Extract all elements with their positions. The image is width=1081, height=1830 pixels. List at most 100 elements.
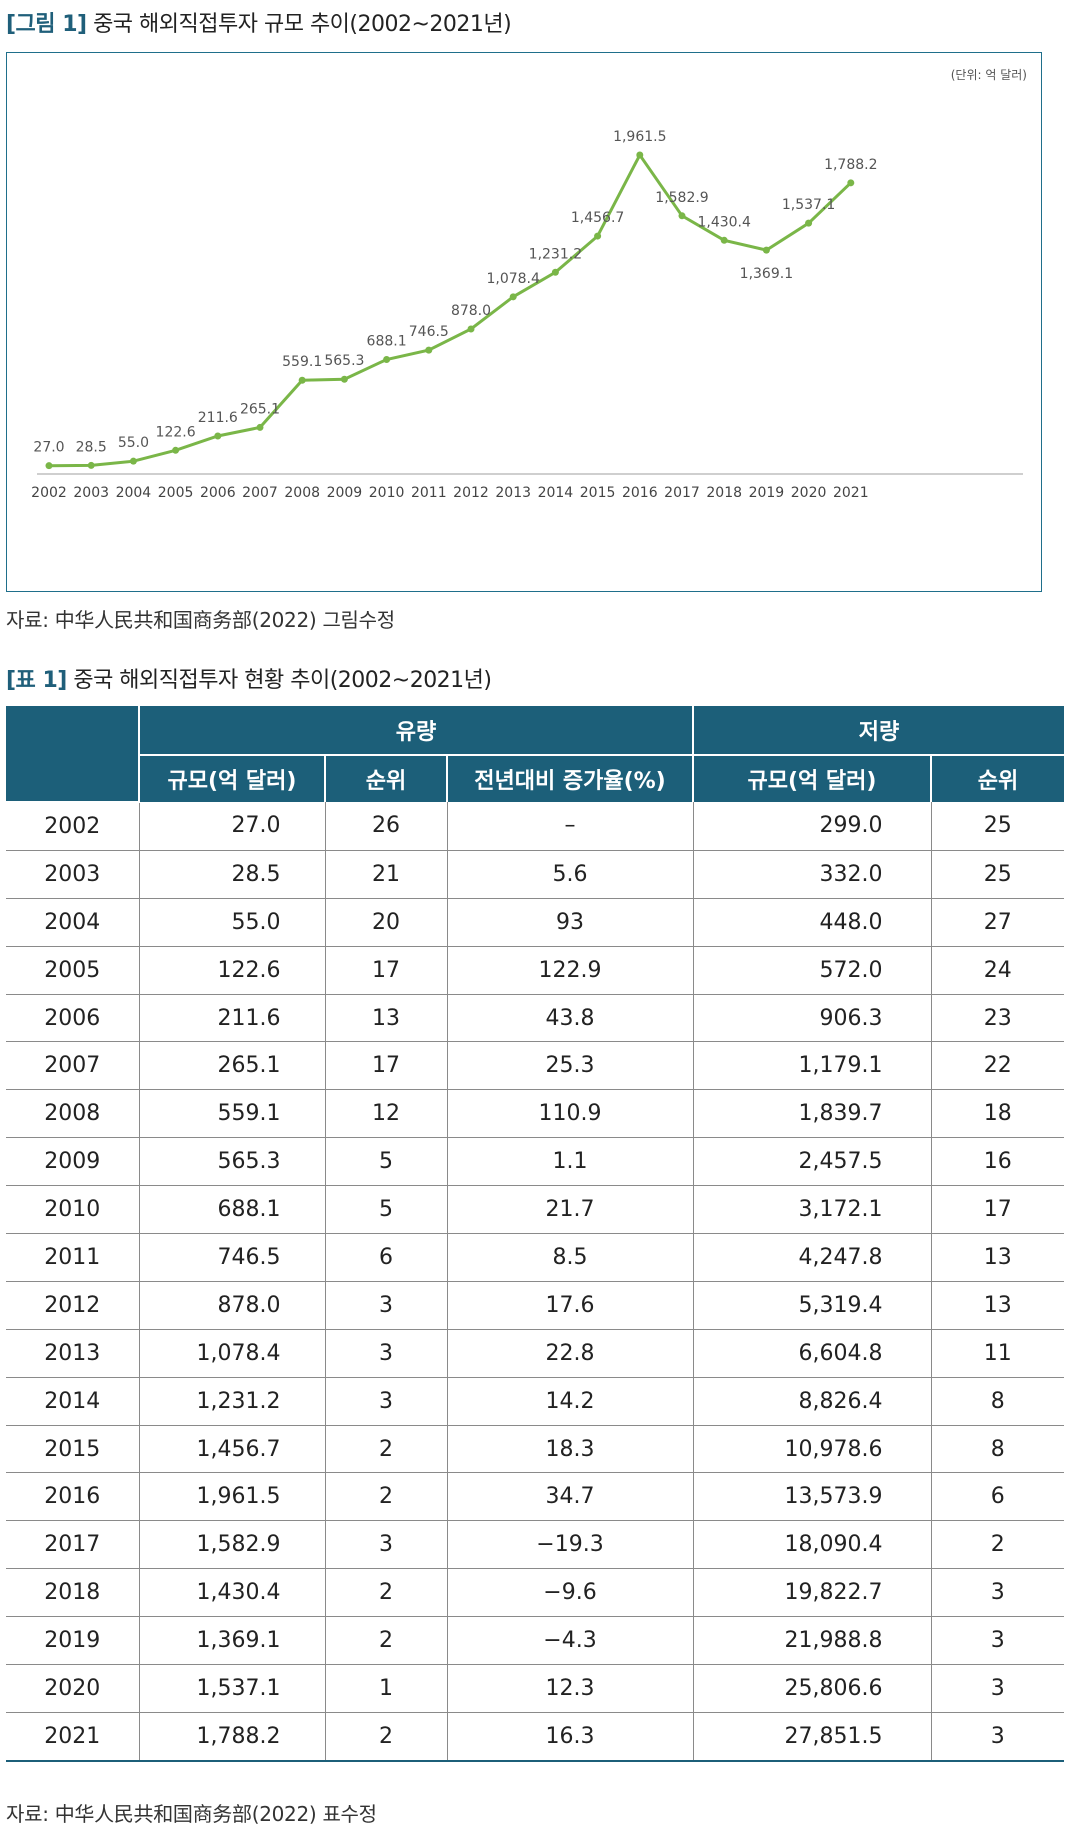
x-tick-label: 2017 (664, 485, 700, 501)
data-point (762, 246, 770, 254)
cell-year: 2013 (6, 1329, 140, 1378)
table-row: 2014 1,231.2 3 14.2 8,826.4 8 (6, 1377, 1064, 1426)
cell-stock-size: 13,573.9 (693, 1472, 932, 1522)
header-group-flow: 유량 (139, 706, 694, 756)
cell-stock-rank: 8 (931, 1377, 1064, 1426)
table-row: 2017 1,582.9 3 −19.3 18,090.4 2 (6, 1520, 1064, 1570)
data-label: 55.0 (118, 435, 149, 451)
data-label: 1,582.9 (655, 190, 708, 206)
cell-flow-growth: 12.3 (447, 1664, 694, 1713)
x-tick-label: 2020 (791, 485, 827, 501)
data-label: 1,961.5 (613, 129, 666, 145)
data-label: 878.0 (451, 303, 491, 319)
investment-table: 유량 저량 규모(억 달러) 순위 전년대비 증가율(%) 규모(억 달러) 순… (6, 706, 1064, 1762)
table-row: 2009 565.3 5 1.1 2,457.5 16 (6, 1137, 1064, 1187)
cell-stock-size: 1,179.1 (693, 1041, 932, 1091)
data-point (129, 457, 137, 465)
data-point (551, 268, 559, 276)
table-title-text: 중국 해외직접투자 현황 추이(2002~2021년) (73, 668, 492, 693)
cell-flow-rank: 26 (325, 802, 448, 851)
cell-flow-rank: 3 (325, 1281, 448, 1330)
cell-flow-size: 878.0 (139, 1281, 326, 1330)
cell-flow-size: 565.3 (139, 1137, 326, 1187)
cell-flow-rank: 1 (325, 1664, 448, 1713)
cell-stock-size: 10,978.6 (693, 1425, 932, 1474)
figure-label: [그림 1] (6, 12, 87, 37)
header-year (6, 706, 140, 803)
data-point (214, 432, 222, 440)
data-label: 28.5 (76, 439, 107, 455)
cell-flow-size: 746.5 (139, 1233, 326, 1282)
x-tick-label: 2003 (73, 485, 109, 501)
cell-stock-size: 25,806.6 (693, 1664, 932, 1713)
cell-stock-size: 299.0 (693, 802, 932, 851)
cell-stock-rank: 27 (931, 898, 1064, 947)
cell-flow-rank: 5 (325, 1137, 448, 1187)
x-tick-label: 2008 (284, 485, 320, 501)
x-tick-label: 2019 (749, 485, 785, 501)
table-source: 자료: 中华人民共和国商务部(2022) 표수정 (6, 1802, 377, 1826)
table-row: 2003 28.5 21 5.6 332.0 25 (6, 850, 1064, 899)
cell-year: 2010 (6, 1185, 140, 1235)
cell-flow-size: 1,369.1 (139, 1616, 326, 1666)
cell-flow-size: 1,231.2 (139, 1377, 326, 1426)
cell-flow-growth: 22.8 (447, 1329, 694, 1378)
data-point (340, 375, 348, 383)
x-tick-label: 2021 (833, 485, 869, 501)
x-tick-label: 2012 (453, 485, 489, 501)
header-flow-growth: 전년대비 증가율(%) (447, 755, 694, 802)
cell-flow-growth: −4.3 (447, 1616, 694, 1666)
cell-year: 2009 (6, 1137, 140, 1187)
data-point (256, 423, 264, 431)
cell-year: 2020 (6, 1664, 140, 1713)
cell-year: 2003 (6, 850, 140, 899)
cell-year: 2017 (6, 1520, 140, 1570)
x-tick-label: 2015 (580, 485, 616, 501)
cell-flow-growth: 43.8 (447, 994, 694, 1043)
cell-year: 2015 (6, 1425, 140, 1474)
x-tick-label: 2004 (116, 485, 152, 501)
cell-stock-rank: 25 (931, 850, 1064, 899)
cell-stock-rank: 8 (931, 1425, 1064, 1474)
unit-note: (단위: 억 달러) (951, 68, 1027, 82)
header-flow-rank: 순위 (325, 755, 448, 802)
cell-flow-growth: 18.3 (447, 1425, 694, 1474)
data-point (509, 293, 517, 301)
cell-flow-rank: 17 (325, 1041, 448, 1091)
cell-stock-size: 21,988.8 (693, 1616, 932, 1666)
cell-flow-rank: 2 (325, 1472, 448, 1522)
data-label: 688.1 (367, 333, 407, 349)
cell-stock-size: 448.0 (693, 898, 932, 947)
cell-flow-size: 1,582.9 (139, 1520, 326, 1570)
cell-year: 2002 (6, 802, 140, 851)
cell-stock-rank: 3 (931, 1664, 1064, 1713)
cell-flow-size: 1,430.4 (139, 1568, 326, 1618)
data-point (172, 446, 180, 454)
header-stock-size: 규모(억 달러) (693, 755, 932, 802)
cell-flow-size: 688.1 (139, 1185, 326, 1235)
x-tick-label: 2005 (158, 485, 194, 501)
cell-year: 2011 (6, 1233, 140, 1282)
table-title: [표 1] 중국 해외직접투자 현황 추이(2002~2021년) (6, 662, 492, 694)
data-point (45, 462, 53, 470)
data-label: 559.1 (282, 354, 322, 370)
cell-stock-rank: 24 (931, 946, 1064, 995)
x-tick-label: 2006 (200, 485, 236, 501)
x-tick-label: 2009 (327, 485, 363, 501)
line-chart: (단위: 억 달러) 27.0 2002 28.5 2003 55.0 2004 122.6… (6, 52, 1042, 592)
cell-flow-rank: 2 (325, 1616, 448, 1666)
cell-stock-rank: 3 (931, 1616, 1064, 1666)
cell-flow-rank: 12 (325, 1089, 448, 1139)
cell-year: 2016 (6, 1472, 140, 1522)
cell-year: 2014 (6, 1377, 140, 1426)
cell-flow-growth: 17.6 (447, 1281, 694, 1330)
table-body: 2002 27.0 26–299.0 25 2003 28.5 21 5.6 332.0 25 20… (6, 802, 1064, 1762)
cell-stock-size: 5,319.4 (693, 1281, 932, 1330)
cell-year: 2006 (6, 994, 140, 1043)
chart-svg: (단위: 억 달러) 27.0 2002 28.5 2003 55.0 2004 122.6… (31, 68, 1027, 501)
cell-stock-size: 906.3 (693, 994, 932, 1043)
cell-flow-rank: 3 (325, 1329, 448, 1378)
cell-flow-growth: 14.2 (447, 1377, 694, 1426)
cell-flow-size: 27.0 (139, 802, 326, 851)
series-line (48, 152, 852, 468)
